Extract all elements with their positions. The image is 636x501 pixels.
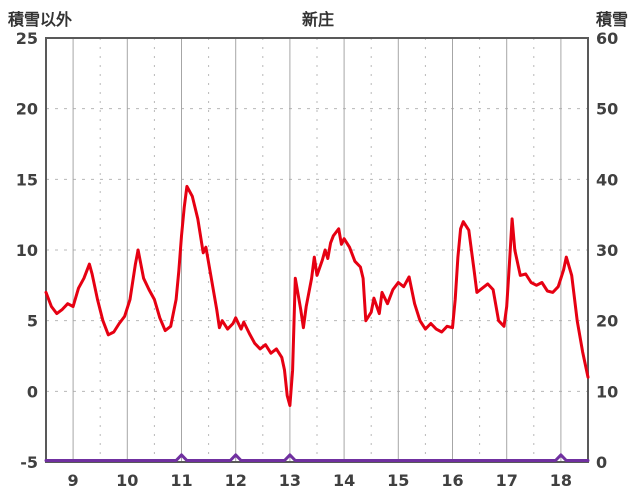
- left-axis-title: 積雪以外: [8, 10, 73, 29]
- series-line-right: [44, 453, 590, 462]
- left-y-tick-label: 10: [16, 241, 38, 260]
- left-y-tick-label: -5: [20, 453, 38, 472]
- left-y-tick-label: 15: [16, 170, 38, 189]
- x-tick-label: 9: [68, 471, 79, 490]
- right-y-tick-label: 0: [596, 453, 607, 472]
- left-y-tick-label: 0: [27, 382, 38, 401]
- chart-title: 新庄: [301, 10, 334, 29]
- series-line-left: [44, 184, 590, 407]
- right-y-tick-label: 30: [596, 241, 618, 260]
- right-y-tick-label: 40: [596, 170, 618, 189]
- left-y-tick-label: 5: [27, 312, 38, 331]
- x-tick-label: 10: [116, 471, 138, 490]
- right-y-tick-label: 60: [596, 29, 618, 48]
- x-tick-label: 14: [333, 471, 355, 490]
- x-tick-label: 17: [496, 471, 518, 490]
- x-tick-label: 18: [550, 471, 572, 490]
- x-tick-label: 15: [387, 471, 409, 490]
- right-y-tick-label: 10: [596, 382, 618, 401]
- x-tick-label: 13: [279, 471, 301, 490]
- right-axis-title: 積雪: [595, 10, 628, 29]
- right-y-tick-label: 50: [596, 100, 618, 119]
- right-y-tick-label: 20: [596, 312, 618, 331]
- x-tick-label: 11: [170, 471, 192, 490]
- left-y-tick-label: 25: [16, 29, 38, 48]
- x-tick-label: 16: [441, 471, 463, 490]
- x-tick-label: 12: [225, 471, 247, 490]
- left-y-tick-label: 20: [16, 100, 38, 119]
